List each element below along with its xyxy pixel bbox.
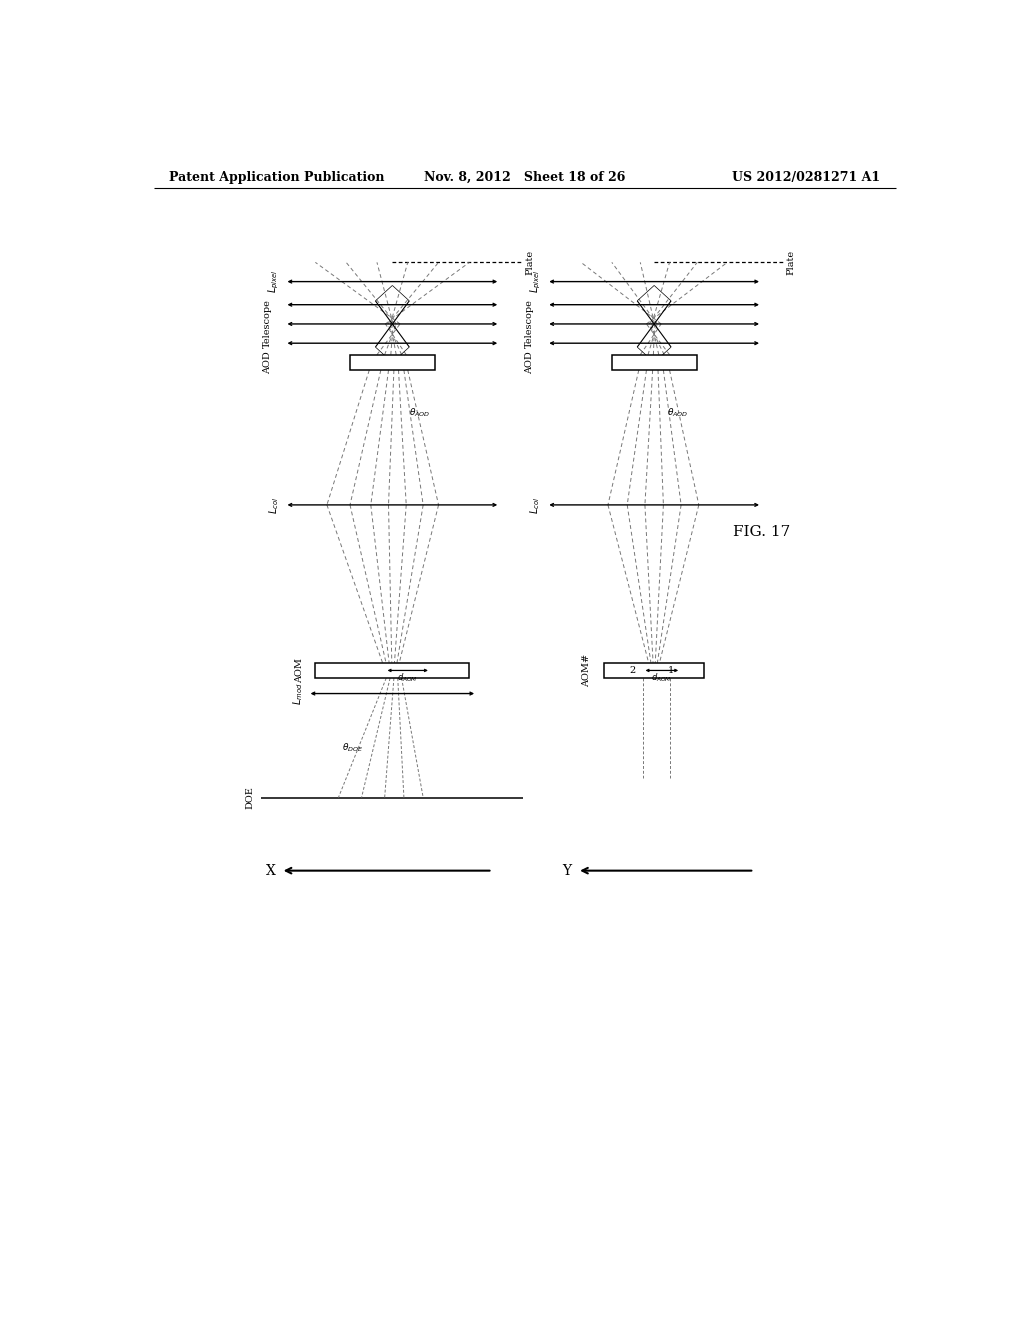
Bar [350, 355, 435, 370]
Text: X: X [266, 863, 275, 878]
Text: Patent Application Publication: Patent Application Publication [169, 172, 385, 185]
Bar [604, 663, 705, 678]
Text: Y: Y [562, 863, 571, 878]
Text: FIG. 17: FIG. 17 [733, 525, 791, 539]
Text: $L_{pixel}$: $L_{pixel}$ [528, 269, 543, 293]
Text: AOD: AOD [525, 351, 534, 374]
Text: US 2012/0281271 A1: US 2012/0281271 A1 [732, 172, 881, 185]
Text: $L_{col}$: $L_{col}$ [528, 496, 543, 513]
Text: Telescope: Telescope [263, 300, 272, 348]
Text: $\theta_{AOD}$: $\theta_{AOD}$ [667, 407, 688, 418]
Text: Plate: Plate [786, 249, 796, 275]
Text: 1: 1 [668, 667, 674, 675]
Text: $L_{mod}$: $L_{mod}$ [292, 682, 305, 705]
Text: $\theta_{AOD}$: $\theta_{AOD}$ [409, 407, 430, 418]
Bar [611, 355, 696, 370]
Text: DOE: DOE [246, 787, 254, 809]
Text: AOD: AOD [263, 351, 272, 374]
Text: $L_{pixel}$: $L_{pixel}$ [266, 269, 281, 293]
Text: $\theta_{DOE}$: $\theta_{DOE}$ [342, 742, 362, 754]
Text: Telescope: Telescope [525, 300, 534, 348]
Text: Plate: Plate [525, 249, 534, 275]
Text: 2: 2 [630, 667, 636, 675]
Text: AOM: AOM [296, 657, 304, 682]
Text: $L_{col}$: $L_{col}$ [267, 496, 281, 513]
Bar [315, 663, 469, 678]
Text: $d_{AOM}$: $d_{AOM}$ [397, 671, 418, 684]
Text: AOM#: AOM# [582, 653, 591, 686]
Text: $d_{AOM}$: $d_{AOM}$ [651, 671, 673, 684]
Text: Nov. 8, 2012   Sheet 18 of 26: Nov. 8, 2012 Sheet 18 of 26 [424, 172, 626, 185]
